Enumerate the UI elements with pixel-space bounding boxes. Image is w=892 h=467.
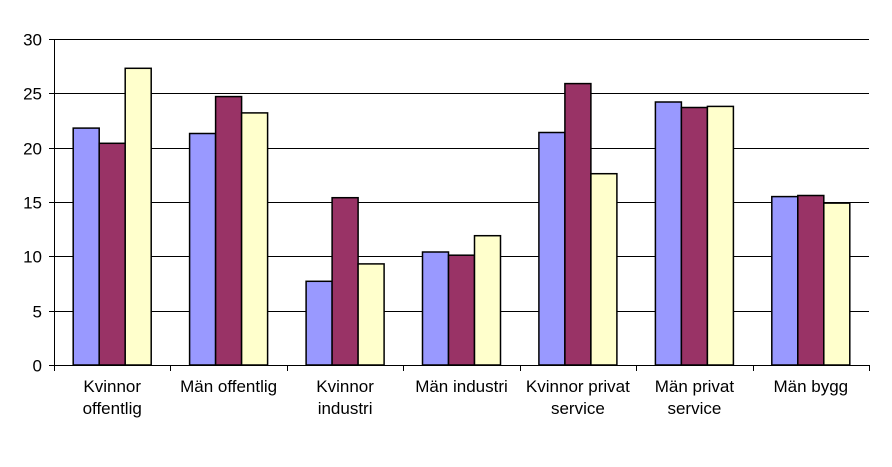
- bar-series-3-5: [706, 105, 735, 366]
- x-category-label: offentlig: [83, 399, 142, 418]
- bar-series-2-3: [447, 254, 476, 366]
- bar-series-1-2: [305, 280, 333, 366]
- bar-series-3-2: [357, 263, 385, 366]
- x-category-label: Kvinnor: [316, 377, 374, 396]
- x-category-label: Män industri: [415, 377, 508, 396]
- bar-series-1-3: [421, 251, 450, 366]
- bar-series-3-6: [823, 202, 851, 366]
- bar-series-3-1: [240, 112, 269, 366]
- bar-series-2-5: [680, 106, 709, 366]
- y-tick-label: 25: [23, 85, 42, 104]
- y-tick-label: 10: [23, 248, 42, 267]
- x-category-label: Kvinnor: [83, 377, 141, 396]
- y-axis-ticks: 0 5 10 15 20 25 30: [23, 31, 54, 376]
- x-category-label: Män offentlig: [180, 377, 277, 396]
- bar-series-2-6: [797, 194, 825, 366]
- bar-series-2-2: [331, 196, 359, 366]
- bar-series-3-0: [124, 67, 152, 366]
- y-tick-label: 0: [33, 357, 42, 376]
- bar-series-1-0: [72, 127, 100, 366]
- x-category-label: Män privat: [655, 377, 735, 396]
- bar-series-1-4: [538, 131, 566, 366]
- bars: [72, 67, 851, 366]
- x-category-label: service: [667, 399, 721, 418]
- bar-series-1-5: [654, 101, 683, 366]
- bar-series-2-0: [98, 142, 126, 366]
- bar-series-2-4: [564, 82, 592, 366]
- x-category-label: industri: [318, 399, 373, 418]
- bar-series-1-6: [771, 195, 799, 366]
- x-category-label: service: [551, 399, 605, 418]
- y-tick-label: 15: [23, 194, 42, 213]
- x-category-label: Män bygg: [773, 377, 848, 396]
- x-axis-labels: Kvinnor offentlig Män offentlig Kvinnor indu…: [83, 377, 849, 418]
- bar-series-2-1: [214, 95, 243, 366]
- y-tick-label: 20: [23, 140, 42, 159]
- axes: [54, 39, 870, 371]
- y-tick-label: 5: [33, 303, 42, 322]
- bar-series-3-4: [590, 172, 618, 366]
- x-category-label: Kvinnor privat: [526, 377, 630, 396]
- y-tick-label: 30: [23, 31, 42, 50]
- bar-series-1-1: [188, 132, 217, 366]
- bar-series-3-3: [473, 234, 502, 366]
